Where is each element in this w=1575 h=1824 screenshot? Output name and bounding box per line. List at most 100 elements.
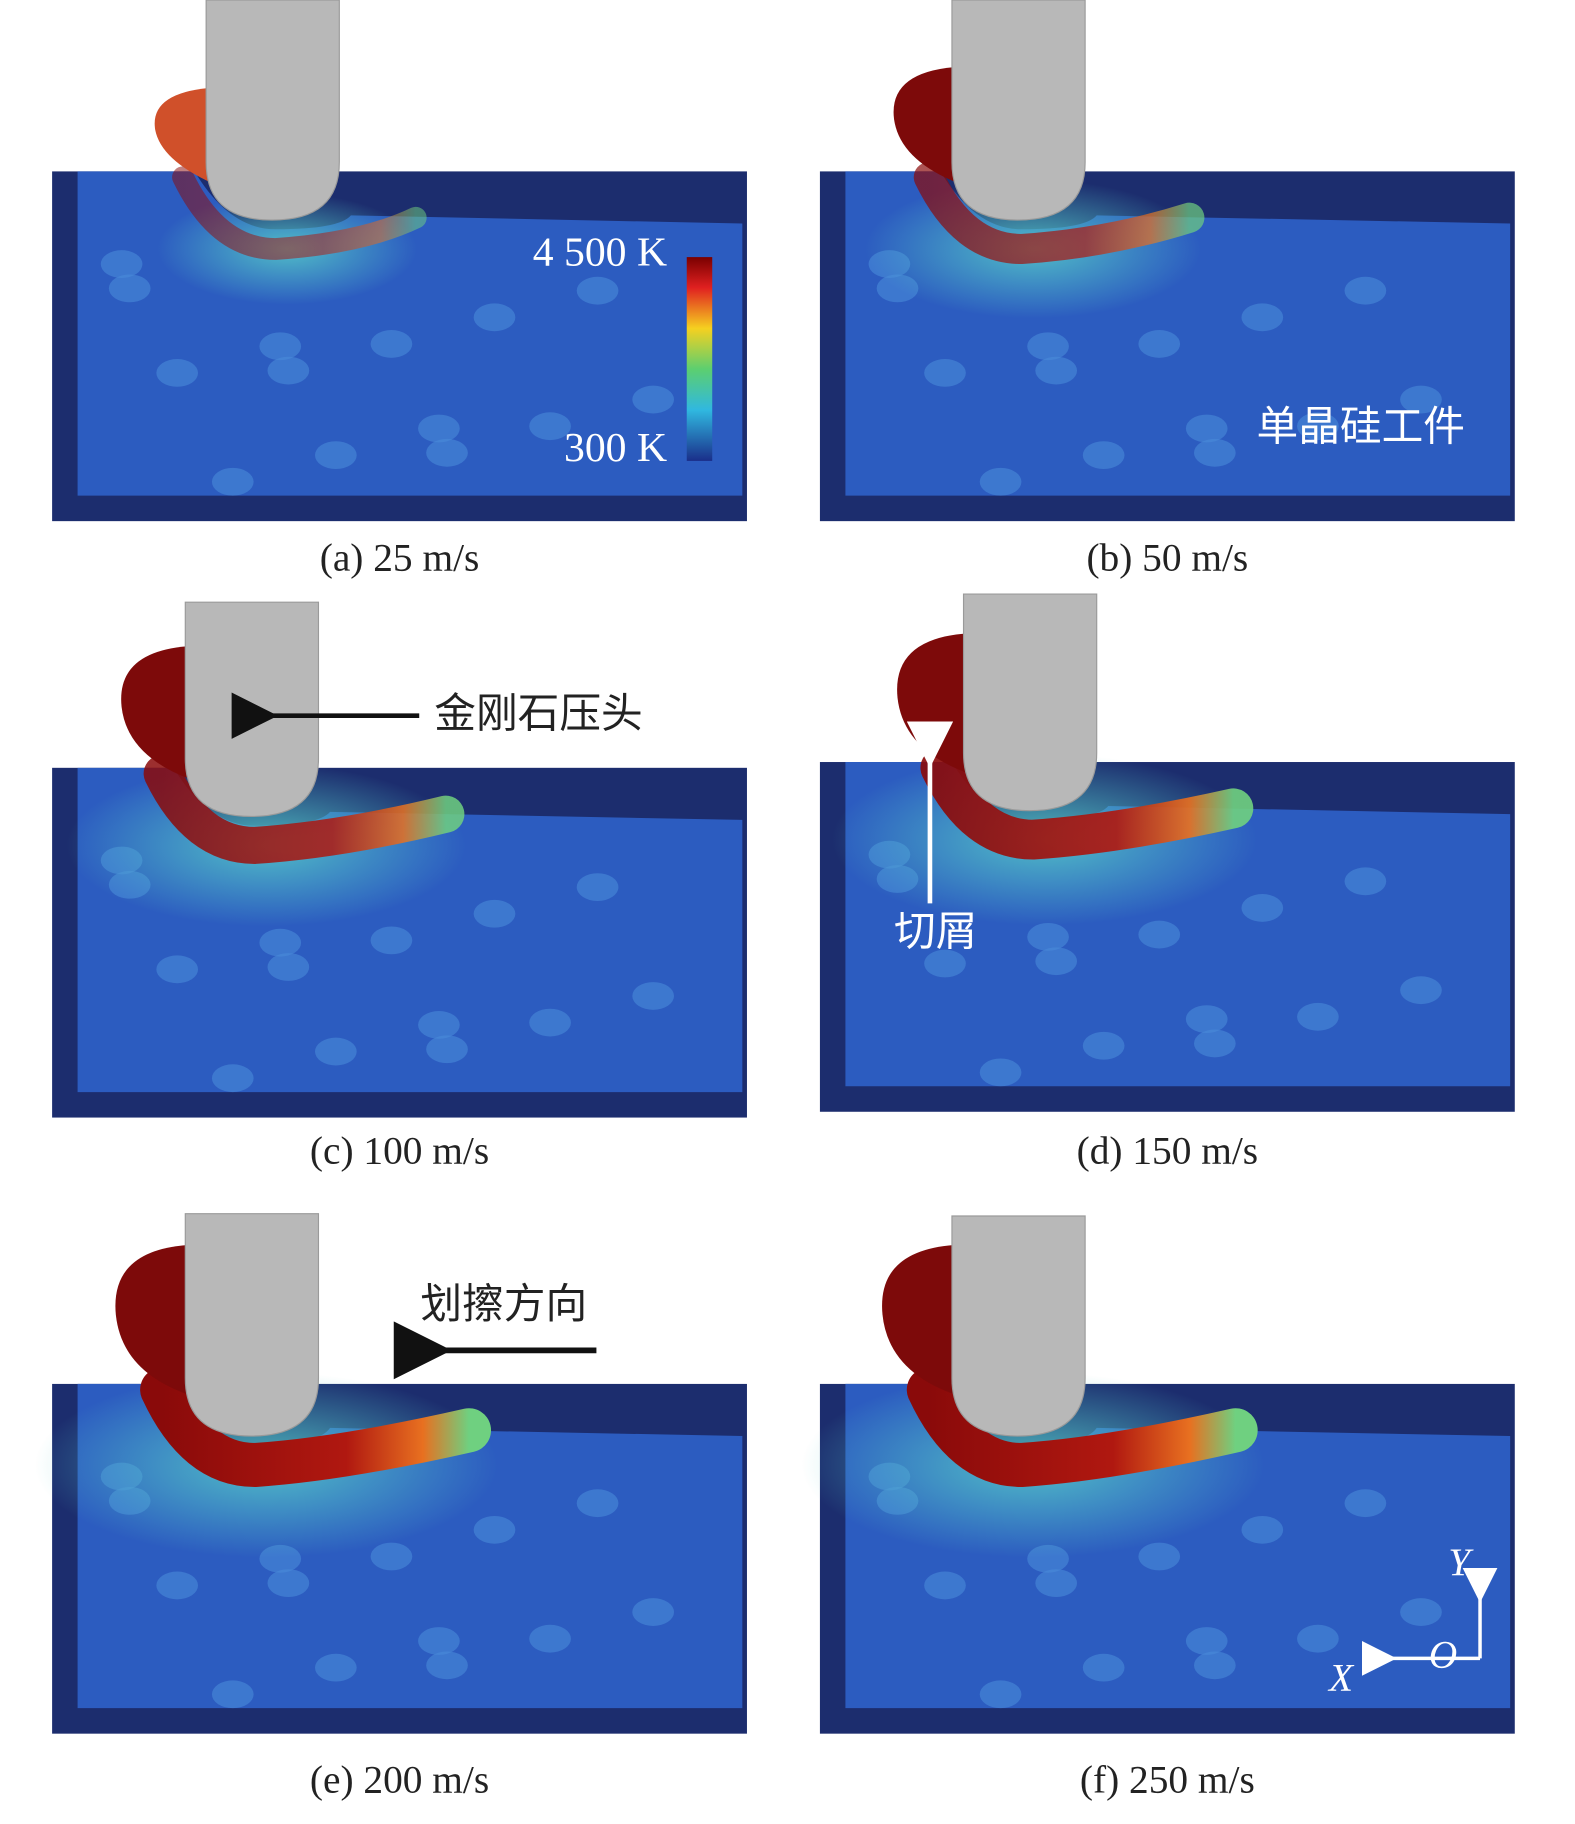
glow-spot	[315, 441, 357, 470]
glow-spot	[1241, 894, 1284, 922]
glow-spot	[267, 356, 310, 385]
glow-spot	[418, 414, 460, 443]
axis-origin: O	[1429, 1632, 1457, 1676]
panel: (f) 250 m/s	[801, 1215, 1515, 1801]
panel: (d) 150 m/s	[819, 593, 1515, 1173]
panel: (e) 200 m/s	[34, 1213, 747, 1801]
chip-label: 切屑	[894, 909, 977, 955]
glow-spot	[1193, 1029, 1236, 1058]
chip	[897, 633, 970, 774]
glow-spot	[1297, 1002, 1339, 1031]
glow-spot	[529, 1624, 571, 1653]
indenter	[951, 0, 1086, 221]
glow-spot	[979, 467, 1022, 496]
glow-spot	[108, 274, 151, 303]
glow-spot	[1297, 412, 1339, 441]
glow-spot	[426, 438, 468, 467]
glow-spot	[1193, 438, 1236, 467]
chip	[115, 1244, 192, 1396]
panel: (b) 50 m/s	[819, 0, 1515, 580]
glow-spot	[1193, 1651, 1236, 1680]
glow-spot	[1138, 920, 1181, 949]
glow-spot	[576, 276, 619, 305]
glow-spot	[1082, 441, 1125, 470]
indenter	[184, 1213, 320, 1437]
glow-spot	[1344, 276, 1387, 305]
glow-spot	[426, 1035, 468, 1064]
glow-spot	[1027, 332, 1069, 361]
glow-spot	[259, 332, 302, 361]
glow-spot	[1138, 330, 1181, 358]
heat-zone	[906, 1367, 1258, 1487]
glow-spot	[473, 1515, 516, 1544]
chip	[882, 1244, 958, 1396]
glow-spot	[315, 1653, 357, 1682]
glow-spot	[632, 982, 675, 1010]
glow-spot	[156, 359, 199, 387]
glow-spot	[632, 385, 675, 414]
caption: (a) 25 m/s	[320, 536, 480, 580]
glow-spot	[924, 359, 966, 387]
colorbar-min: 300 K	[564, 425, 667, 471]
indenter	[951, 1215, 1086, 1437]
caption: (b) 50 m/s	[1086, 536, 1248, 580]
chip	[154, 88, 212, 183]
glow-spot	[100, 250, 143, 278]
glow-spot	[418, 1627, 460, 1655]
glow-spot	[1241, 1515, 1284, 1544]
panel: (c) 100 m/s	[52, 601, 747, 1173]
glow-spot	[473, 899, 516, 928]
heat-zone	[920, 747, 1254, 860]
glow-spot	[1027, 923, 1069, 951]
colorbar	[686, 257, 713, 461]
glow-spot	[1400, 385, 1442, 414]
glow-spot	[418, 1011, 460, 1039]
glow-spot	[267, 1569, 310, 1598]
glow-spot	[1035, 1569, 1078, 1598]
glow-spot	[370, 1542, 413, 1571]
caption: (e) 200 m/s	[310, 1757, 489, 1801]
glow-spot	[1138, 1542, 1181, 1571]
glow-spot	[529, 1008, 571, 1037]
heat-zone	[913, 162, 1205, 265]
glow-spot	[1400, 1598, 1442, 1626]
glow-spot	[1344, 1489, 1387, 1518]
glow-spot	[156, 1571, 199, 1600]
glow-spot	[1400, 976, 1442, 1005]
glow-spot	[211, 1680, 254, 1709]
glow-spot	[370, 330, 413, 358]
glow-spot	[1082, 1653, 1125, 1682]
heat-zone	[143, 755, 465, 864]
glow-spot	[576, 873, 619, 901]
glow-spot	[1185, 414, 1228, 443]
glow-spot	[1035, 947, 1078, 976]
annotations: 4 500 K 300 K 单晶硅工件 金刚石压头 切屑 划擦方向 Y O X	[231, 230, 1498, 1700]
heat-zone	[140, 1367, 492, 1487]
indenter	[205, 0, 340, 221]
glow-spot	[426, 1651, 468, 1680]
glow-spot	[1035, 356, 1078, 385]
caption: (c) 100 m/s	[310, 1129, 489, 1173]
indenter-label: 金刚石压头	[434, 691, 642, 738]
glow-spot	[529, 412, 571, 441]
indenter	[184, 601, 320, 818]
glow-spot	[259, 928, 302, 957]
glow-spot	[315, 1037, 357, 1066]
direction-label: 划擦方向	[420, 1282, 587, 1328]
glow-spot	[156, 955, 199, 984]
colorbar-max: 4 500 K	[533, 230, 667, 276]
workpiece-label: 单晶硅工件	[1257, 404, 1465, 450]
glow-spot	[1185, 1627, 1228, 1655]
glow-spot	[979, 1058, 1022, 1087]
panel: (a) 25 m/s	[52, 0, 747, 580]
glow-spot	[473, 303, 516, 332]
glow-spot	[924, 949, 966, 978]
glow-spot	[632, 1598, 675, 1626]
glow-spot	[267, 953, 310, 981]
glow-spot	[211, 1064, 254, 1093]
axis-x: X	[1327, 1656, 1355, 1700]
glow-spot	[1297, 1624, 1339, 1653]
glow-spot	[211, 467, 254, 496]
chip	[121, 646, 192, 780]
